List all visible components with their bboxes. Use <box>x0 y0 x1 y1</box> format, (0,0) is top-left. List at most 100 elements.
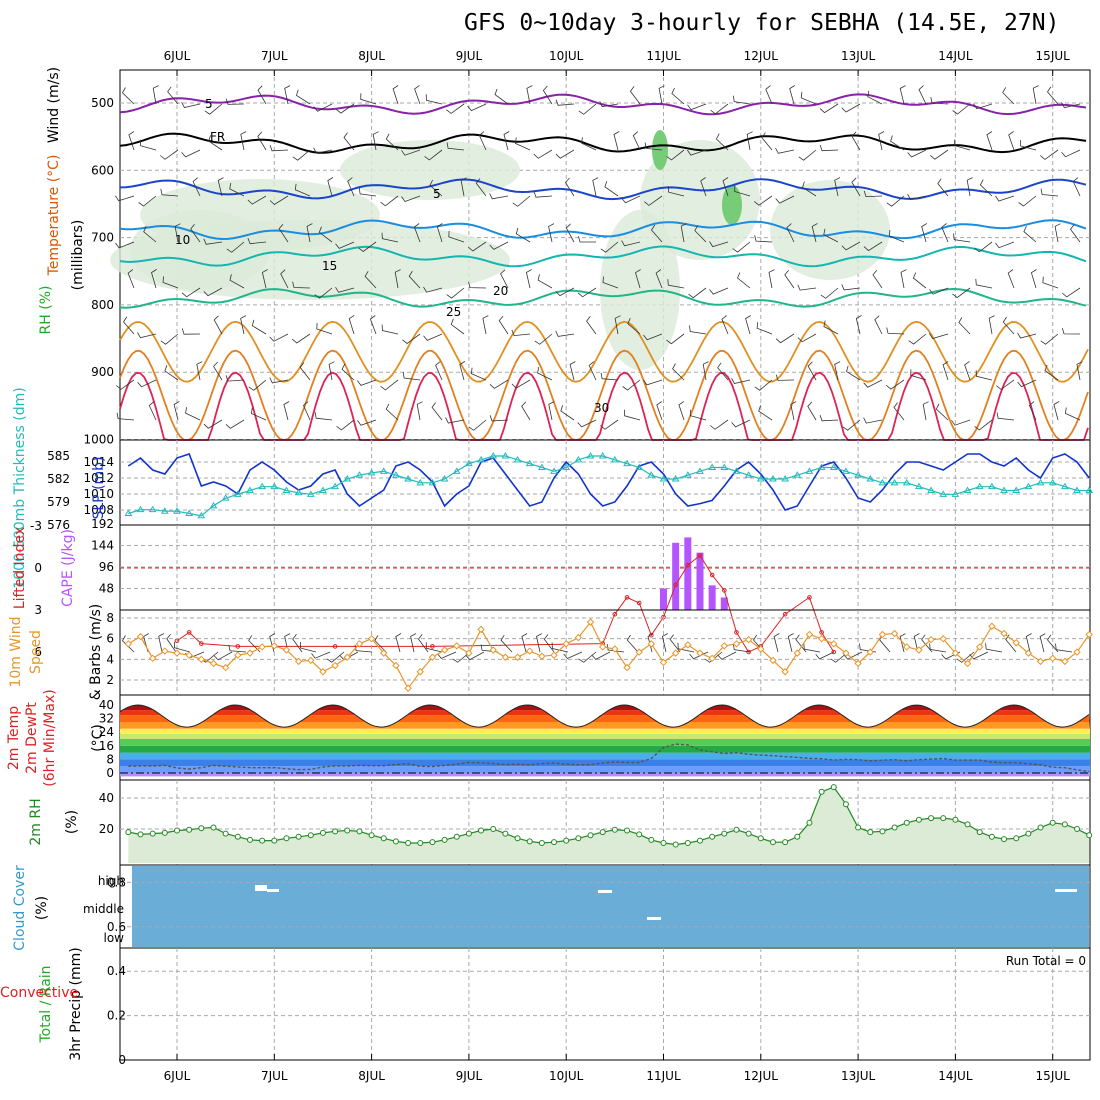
upper-wind-barb <box>555 330 575 337</box>
upper-wind-barb <box>975 278 993 289</box>
date-label-top: 7JUL <box>261 49 288 63</box>
rh-marker <box>453 833 460 840</box>
upper-wind-barb <box>424 149 443 161</box>
contour-label: 15 <box>322 259 337 273</box>
upper-wind-barb <box>656 401 663 421</box>
upper-wind-barb <box>935 403 949 421</box>
upper-wind-barb <box>710 419 729 430</box>
thickness-marker <box>817 463 826 470</box>
temperature-label: Temperature (°C) <box>46 155 62 277</box>
wind-speed-marker <box>1036 657 1045 666</box>
upper-wind-barb <box>745 315 751 335</box>
wind-speed-marker <box>903 643 911 651</box>
wind-speed-marker <box>976 643 984 651</box>
upper-wind-barb <box>577 419 597 428</box>
pressure-tick-label: 700 <box>91 231 114 245</box>
upper-wind-barb <box>140 139 157 151</box>
upper-wind-barb <box>952 103 971 115</box>
wind-speed-marker <box>708 654 716 663</box>
thickness-marker <box>586 452 595 459</box>
rh-marker <box>1074 826 1081 832</box>
cloud-level-label: high <box>98 874 124 888</box>
rh-shading <box>340 140 520 200</box>
upper-wind-barb <box>680 223 687 243</box>
upper-wind-barb <box>746 131 753 151</box>
thickness-tick-label: 582 <box>47 472 70 486</box>
upper-wind-barb <box>240 315 247 335</box>
upper-wind-barb <box>775 195 795 204</box>
date-label-bottom: 8JUL <box>358 1069 385 1083</box>
upper-wind-barb <box>958 317 971 335</box>
temp-color-band <box>120 773 1090 777</box>
upper-wind-barb <box>678 401 685 421</box>
upper-wind-barb <box>303 401 311 421</box>
wind-speed-line <box>127 620 1090 690</box>
upper-wind-barb <box>413 223 421 243</box>
wind-speed-marker <box>866 648 874 656</box>
contour-label: 5 <box>433 187 441 201</box>
upper-wind-barb <box>842 419 861 431</box>
cape-bar <box>708 585 716 610</box>
upper-wind-barb <box>756 322 773 335</box>
upper-wind-barb <box>1064 407 1081 421</box>
upper-wind-barb <box>1061 287 1081 298</box>
temp-tick-label: 8 <box>106 752 114 766</box>
rh-marker <box>672 841 679 848</box>
wind-speed-marker <box>915 646 923 654</box>
slp-tick-label: 1012 <box>83 471 114 485</box>
upper-wind-barb <box>347 177 355 197</box>
temp-axis-label-2: 2m DewPt <box>24 702 40 774</box>
clear-sky-gap <box>647 917 661 920</box>
thickness-marker <box>720 463 729 470</box>
surface-wind-barb <box>174 641 191 653</box>
upper-wind-barb <box>460 177 467 197</box>
wind-speed-marker <box>270 642 279 650</box>
thickness-marker <box>1073 486 1081 493</box>
slp-tick-label: 1010 <box>83 487 114 501</box>
isotherm-5 <box>119 178 1087 201</box>
upper-wind-barb <box>581 137 597 151</box>
upper-wind-barb <box>257 131 267 151</box>
thickness-marker <box>878 478 887 486</box>
upper-wind-barb <box>313 147 333 154</box>
upper-wind-barb <box>250 407 267 421</box>
temp-color-band <box>120 728 1090 734</box>
upper-wind-barb <box>841 284 861 291</box>
rh-marker <box>137 831 144 838</box>
precip-frame <box>119 947 1091 1061</box>
wind-speed-marker <box>161 647 169 655</box>
upper-wind-barb <box>381 232 399 243</box>
thickness-marker <box>1036 478 1045 486</box>
upper-wind-barb <box>336 419 355 431</box>
date-label-top: 10JUL <box>549 49 584 63</box>
upper-wind-barb <box>489 193 509 200</box>
pressure-tick-label: 900 <box>91 365 114 379</box>
upper-wind-barb <box>341 363 355 381</box>
upper-wind-barb <box>841 241 861 251</box>
upper-wind-barb <box>278 223 289 243</box>
rh-marker <box>684 839 691 846</box>
thickness-marker <box>294 488 303 496</box>
rh-shading <box>130 210 270 290</box>
upper-wind-barb <box>291 333 311 344</box>
rh-marker <box>769 839 776 846</box>
precip-tick-label: 0.8 <box>107 875 126 889</box>
upper-wind-barb <box>786 223 795 243</box>
upper-wind-barb <box>203 238 223 245</box>
upper-wind-barb <box>578 236 596 243</box>
thickness-marker <box>136 505 145 513</box>
upper-wind-barb <box>1042 276 1059 289</box>
upper-wind-barb <box>1018 195 1037 207</box>
upper-wind-barb <box>621 240 641 247</box>
lifted-index-marker <box>199 641 204 646</box>
rh-marker <box>502 830 509 837</box>
cape-tick-label: 144 <box>91 539 114 553</box>
wind-speed-marker <box>659 658 668 667</box>
date-label-top: 14JUL <box>938 49 973 63</box>
date-label-top: 15JUL <box>1036 49 1071 63</box>
rh-marker <box>307 832 314 839</box>
surface-wind-barb <box>815 651 835 660</box>
upper-wind-barb <box>429 179 443 197</box>
isotherm-diurnal <box>119 349 1089 441</box>
wind-speed-marker <box>404 684 412 692</box>
